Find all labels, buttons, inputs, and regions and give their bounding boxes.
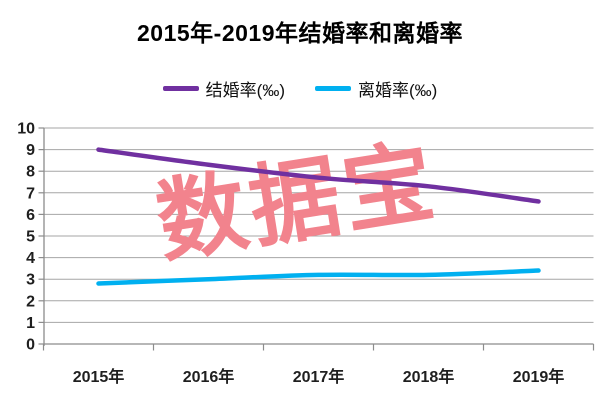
y-tick-label: 0 xyxy=(26,337,35,354)
chart-legend: 结婚率(‰) 离婚率(‰) xyxy=(0,76,600,101)
y-tick-label: 9 xyxy=(26,142,35,159)
x-tick-label: 2015年 xyxy=(73,367,125,386)
legend-item-divorce-rate: 离婚率(‰) xyxy=(315,76,437,101)
y-tick-label: 6 xyxy=(26,207,35,224)
y-tick-label: 5 xyxy=(26,229,35,246)
divorce-rate-legend-label: 离婚率(‰) xyxy=(358,81,438,100)
marriage-rate-line xyxy=(96,147,541,204)
chart-title: 2015年-2019年结婚率和离婚率 xyxy=(137,20,463,46)
x-tick-label: 2017年 xyxy=(293,367,345,386)
watermark-text: 数据宝 xyxy=(150,132,444,275)
y-tick-label: 3 xyxy=(26,272,35,289)
y-tick-label: 7 xyxy=(26,185,35,202)
x-tick-label: 2016年 xyxy=(183,367,235,386)
x-tick-label: 2019年 xyxy=(513,367,565,386)
gridlines xyxy=(44,127,594,345)
y-tick-label: 2 xyxy=(26,293,35,310)
x-tick-label: 2018年 xyxy=(403,367,455,386)
marriage-rate-legend-label: 结婚率(‰) xyxy=(205,81,285,100)
y-tick-label: 1 xyxy=(26,315,35,332)
y-tick-label: 8 xyxy=(26,164,35,181)
y-tick-label: 4 xyxy=(26,250,35,267)
y-tick-label: 10 xyxy=(17,121,35,138)
divorce-rate-line xyxy=(96,268,541,286)
marriage-rate-swatch xyxy=(162,86,199,91)
legend-item-marriage-rate: 结婚率(‰) xyxy=(162,76,285,101)
divorce-rate-swatch xyxy=(315,86,351,91)
